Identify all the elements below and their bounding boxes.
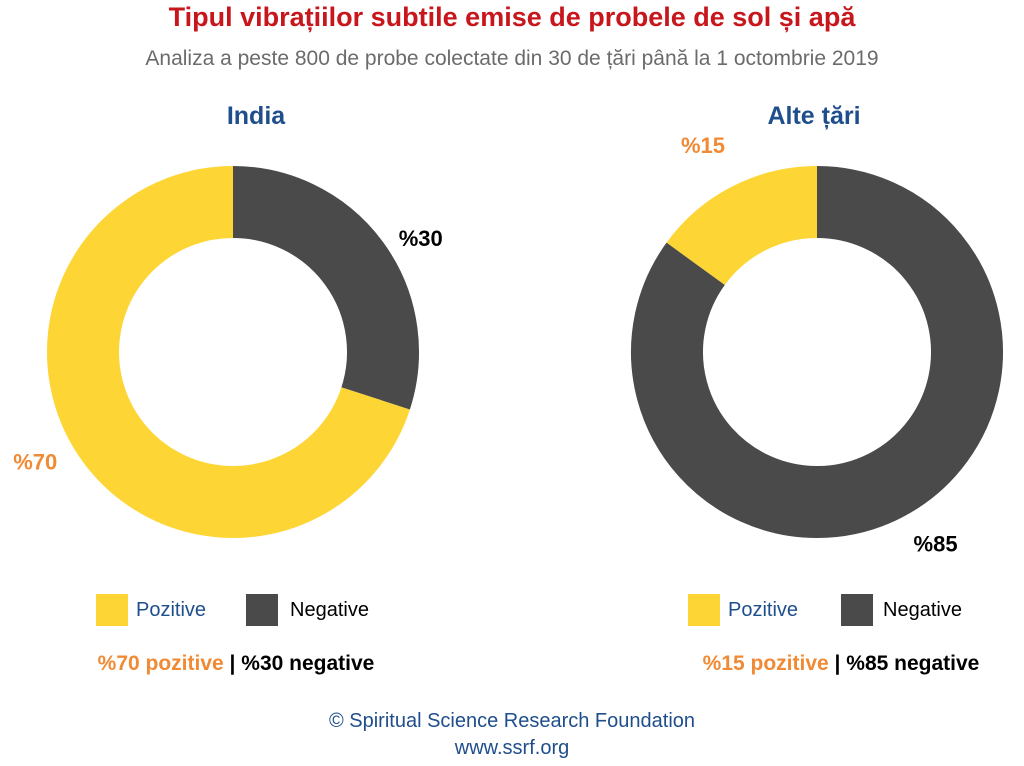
panel-alte-tari: Alte țări %15 %85 Pozitive Negative %15 p… (512, 96, 1024, 696)
donut-slice-negative (232, 166, 419, 410)
data-label-negative: %85 (914, 532, 958, 557)
donut-chart-alte-tari: %15 %85 (631, 133, 1003, 557)
legend-label-negative: Negative (290, 599, 369, 621)
footer-url: www.ssrf.org (454, 737, 570, 759)
legend-swatch-negative (841, 594, 873, 626)
footer-copyright: © Spiritual Science Research Foundation (328, 710, 696, 732)
summary-separator: | (834, 652, 841, 675)
summary-alte-tari: %15 pozitive | %85 negative (585, 652, 1024, 676)
summary-india: %70 pozitive | %30 negative (0, 652, 492, 676)
chart-subtitle: Analiza a peste 800 de probe colectate d… (145, 47, 879, 70)
data-label-positive: %70 (13, 449, 57, 474)
panel-title-alte-tari: Alte țări (767, 102, 861, 130)
legend-label-positive: Pozitive (136, 599, 207, 621)
donut-slice-positive (47, 166, 410, 538)
legend-swatch-positive (688, 594, 720, 626)
legend-swatch-positive (96, 594, 128, 626)
summary-positive: %15 pozitive (702, 652, 829, 675)
legend-label-negative: Negative (883, 599, 962, 621)
summary-negative: %85 negative (846, 652, 980, 675)
legend-india: Pozitive Negative (96, 594, 416, 628)
donut-slice-negative (631, 166, 1003, 538)
summary-negative: %30 negative (241, 652, 375, 675)
summary-separator: | (229, 652, 236, 675)
donut-slice-positive (666, 166, 819, 286)
panel-title-india: India (226, 102, 286, 130)
legend-alte-tari: Pozitive Negative (688, 594, 1008, 628)
legend-swatch-negative (246, 594, 278, 626)
legend-label-positive: Pozitive (728, 599, 799, 621)
panel-india: India %70 %30 Pozitive Negative %70 pozit… (0, 96, 512, 696)
chart-title: Tipul vibrațiilor subtile emise de probe… (168, 2, 856, 32)
donut-chart-india: %70 %30 (13, 166, 443, 538)
summary-positive: %70 pozitive (97, 652, 224, 675)
data-label-negative: %30 (399, 226, 443, 251)
data-label-positive: %15 (681, 133, 725, 158)
